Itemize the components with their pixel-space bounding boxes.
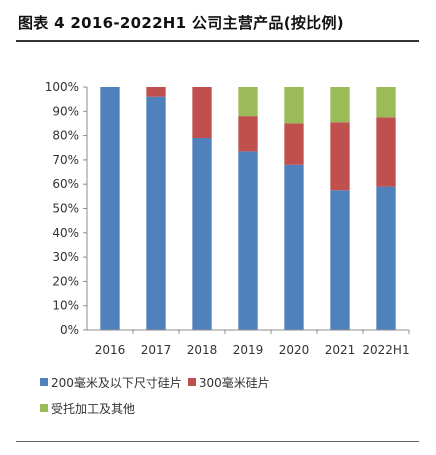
bar-segment-2019-series-1 bbox=[238, 116, 258, 152]
x-tick-label: 2022H1 bbox=[362, 343, 409, 357]
bottom-rule bbox=[16, 441, 419, 442]
legend-label-300mm: 300毫米硅片 bbox=[198, 375, 270, 390]
legend-item-200mm: 200毫米及以下尺寸硅片 bbox=[40, 374, 182, 391]
x-tick-label: 2020 bbox=[279, 343, 310, 357]
bar-segment-2020-series-2 bbox=[284, 87, 304, 124]
y-tick-label: 60% bbox=[52, 177, 79, 191]
bar-segment-2021-series-2 bbox=[330, 87, 350, 123]
bar-segment-2019-series-2 bbox=[238, 87, 258, 117]
y-tick-label: 90% bbox=[52, 104, 79, 118]
bar-segment-2021-series-0 bbox=[330, 190, 350, 330]
x-tick-label: 2021 bbox=[325, 343, 356, 357]
bar-segment-2022H1-series-0 bbox=[376, 186, 396, 330]
y-tick-label: 30% bbox=[52, 250, 79, 264]
y-tick-label: 100% bbox=[45, 80, 79, 94]
legend-label-200mm: 200毫米及以下尺寸硅片 bbox=[51, 375, 182, 390]
figure-title: 图表 4 2016-2022H1 公司主营产品(按比例) bbox=[18, 14, 344, 32]
x-tick-label: 2019 bbox=[233, 343, 264, 357]
y-tick-label: 80% bbox=[52, 129, 79, 143]
legend-swatch-processing bbox=[40, 404, 48, 412]
bar-segment-2017-series-1 bbox=[146, 87, 166, 97]
legend-label-processing: 受托加工及其他 bbox=[51, 401, 136, 416]
bar-segment-2022H1-series-1 bbox=[376, 117, 396, 187]
bar-segment-2017-series-0 bbox=[146, 96, 166, 330]
legend-row-2: 受托加工及其他 bbox=[40, 398, 276, 418]
title-rule bbox=[16, 40, 419, 42]
bar-segment-2018-series-0 bbox=[192, 138, 212, 330]
bar-segment-2022H1-series-2 bbox=[376, 87, 396, 118]
legend-swatch-200mm bbox=[40, 378, 48, 386]
y-tick-label: 70% bbox=[52, 153, 79, 167]
y-tick-label: 40% bbox=[52, 226, 79, 240]
legend: 200毫米及以下尺寸硅片 300毫米硅片 受托加工及其他 bbox=[40, 372, 276, 424]
y-tick-label: 20% bbox=[52, 274, 79, 288]
x-tick-label: 2018 bbox=[187, 343, 218, 357]
bar-segment-2019-series-0 bbox=[238, 151, 258, 330]
legend-item-300mm: 300毫米硅片 bbox=[187, 374, 270, 391]
legend-swatch-300mm bbox=[187, 378, 196, 386]
bar-segment-2021-series-1 bbox=[330, 122, 350, 191]
y-tick-label: 50% bbox=[52, 202, 79, 216]
x-tick-label: 2016 bbox=[95, 343, 126, 357]
bar-segment-2018-series-1 bbox=[192, 87, 212, 139]
bar-segment-2020-series-1 bbox=[284, 123, 304, 165]
y-tick-label: 10% bbox=[52, 299, 79, 313]
bar-segment-2016-series-0 bbox=[100, 87, 120, 330]
legend-row-1: 200毫米及以下尺寸硅片 300毫米硅片 bbox=[40, 372, 276, 392]
bar-segment-2020-series-0 bbox=[284, 164, 304, 330]
x-tick-label: 2017 bbox=[141, 343, 172, 357]
y-tick-label: 0% bbox=[60, 323, 79, 337]
legend-item-processing: 受托加工及其他 bbox=[40, 400, 135, 417]
